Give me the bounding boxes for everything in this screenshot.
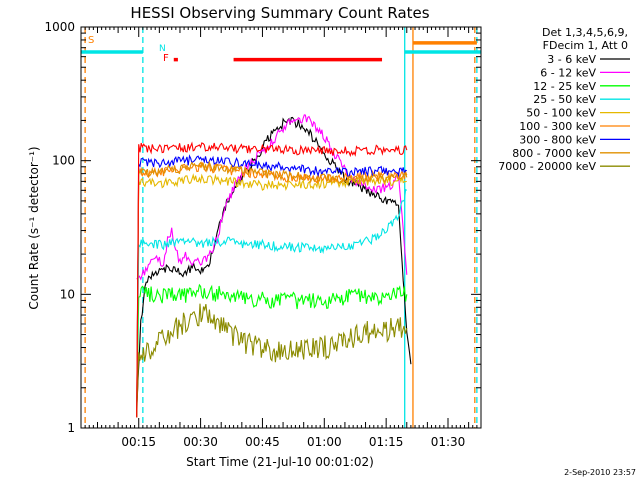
y-tick-label-3: 1000 [44, 20, 75, 34]
x-tick-label-4: 01:15 [369, 435, 404, 449]
series-line-series-9 [136, 141, 408, 418]
y-tick-label-0: 1 [67, 421, 75, 435]
x-tick-label-3: 01:00 [307, 435, 342, 449]
series-layer [136, 114, 412, 418]
legend-label-0: 3 - 6 keV [547, 53, 596, 66]
y-tick-label-2: 100 [52, 154, 75, 168]
legend-label-2: 12 - 25 keV [533, 80, 596, 93]
series-line-25-50-kev [136, 188, 408, 418]
legend-label-1: 6 - 12 keV [540, 66, 596, 79]
legend-label-3: 25 - 50 keV [533, 93, 596, 106]
flag-s: S [88, 35, 94, 46]
x-tick-label-5: 01:30 [431, 435, 466, 449]
y-axis-label: Count Rate (s⁻¹ detector⁻¹) [27, 146, 41, 309]
legend-label-7: 800 - 7000 keV [512, 147, 596, 160]
chart-title: HESSI Observing Summary Count Rates [130, 4, 429, 22]
legend-label-4: 50 - 100 keV [526, 107, 596, 120]
legend-label-5: 100 - 300 keV [519, 120, 596, 133]
series-line-7000-20000-kev [136, 303, 408, 418]
legend-header-line-1: Det 1,3,4,5,6,9, [542, 26, 628, 39]
plot-frame [80, 26, 482, 429]
flag-n: N [159, 44, 166, 54]
x-axis-label: Start Time (21-Jul-10 00:01:02) [186, 455, 374, 469]
plot-area [81, 27, 481, 428]
x-axis: 00:15 00:30 00:45 01:00 01:15 01:30 [80, 27, 482, 449]
series-line-300-800-kev [136, 154, 408, 418]
footer-date: 2-Sep-2010 23:57 [564, 468, 636, 477]
series-line-12-25-kev [136, 283, 408, 418]
series-line-6-12-kev [136, 114, 408, 281]
x-tick-label-0: 00:15 [121, 435, 156, 449]
x-tick-label-2: 00:45 [245, 435, 280, 449]
x-tick-label-1: 00:30 [183, 435, 218, 449]
legend-header-line-2: FDecim 1, Att 0 [543, 39, 628, 52]
status-bars [81, 41, 481, 62]
series-line-3-6-kev [136, 116, 412, 409]
series-line-800-7000-kev [136, 160, 408, 418]
y-axis: 1 10 100 1000 [44, 20, 481, 435]
legend-label-8: 7000 - 20000 keV [498, 160, 596, 173]
y-tick-label-1: 10 [60, 287, 75, 301]
vertical-markers [84, 27, 478, 428]
flag-f: F [163, 53, 169, 64]
legend-label-6: 300 - 800 keV [519, 133, 596, 146]
